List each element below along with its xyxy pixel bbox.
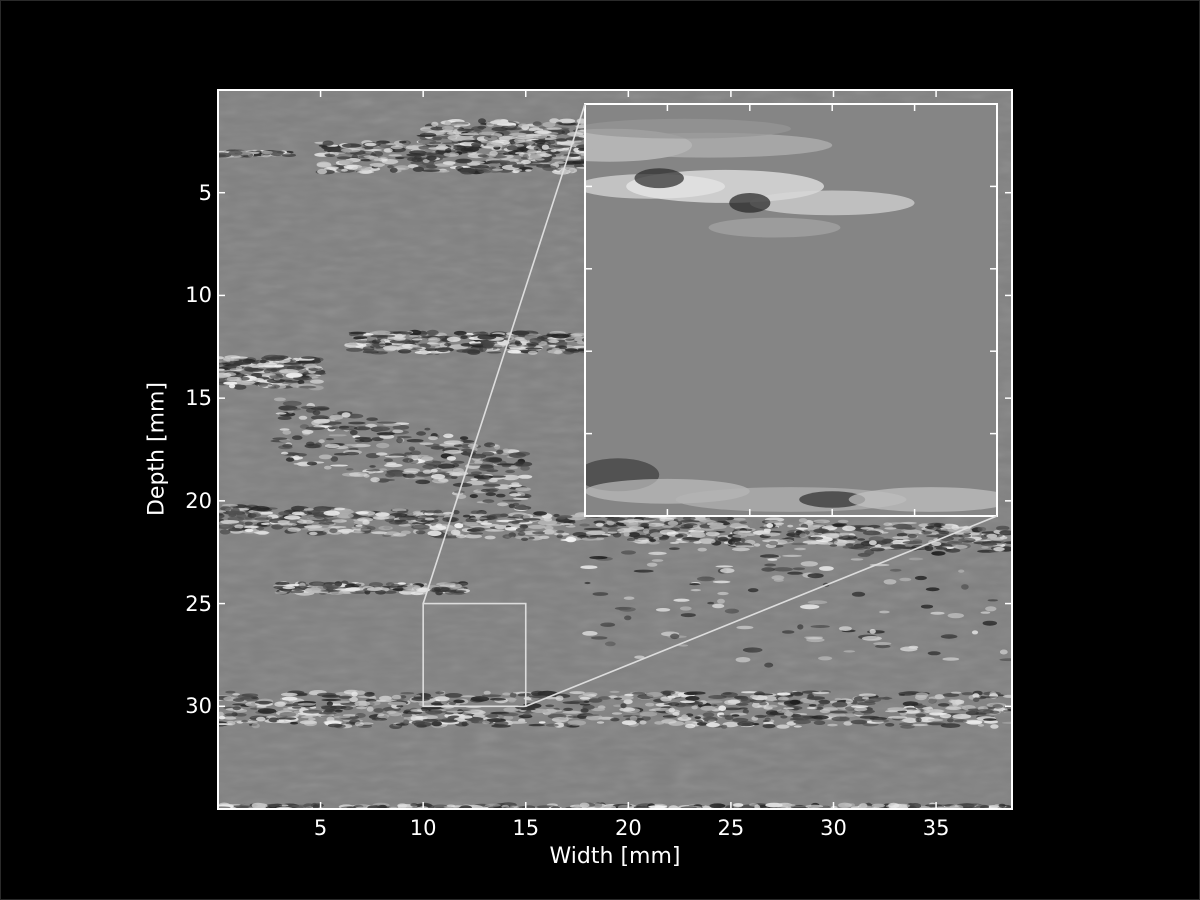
- x-axis-label: Width [mm]: [549, 844, 681, 869]
- x-tick-label: 5: [313, 816, 328, 840]
- connector-line: [422, 103, 586, 604]
- y-tick-label: 15: [185, 386, 212, 411]
- y-tick-label: 5: [198, 180, 212, 205]
- connector-line: [525, 515, 998, 708]
- zoom-inset-image: [585, 104, 997, 516]
- y-tick-label: 30: [185, 694, 212, 719]
- x-tick-label: 35: [922, 816, 950, 840]
- x-tick-label: 30: [820, 816, 847, 840]
- zoom-region-box: [422, 602, 527, 708]
- y-tick-label: 20: [185, 488, 212, 513]
- x-tick-label: 25: [717, 816, 745, 840]
- inset-tissue-bands: [585, 118, 997, 512]
- axis-ticks: [218, 90, 1012, 809]
- y-tick-label: 10: [185, 283, 212, 308]
- zoom-inset-ticks: [585, 104, 997, 516]
- x-tick-label: 20: [614, 816, 642, 840]
- zoom-inset-border: [584, 103, 998, 517]
- main-axes-frame: [217, 89, 1013, 810]
- x-tick-label: 15: [512, 816, 540, 840]
- zoom-region-marker: [422, 103, 998, 708]
- y-tick-label: 25: [185, 591, 212, 616]
- x-tick-label: 10: [409, 816, 437, 840]
- y-axis-label: Depth [mm]: [144, 381, 170, 517]
